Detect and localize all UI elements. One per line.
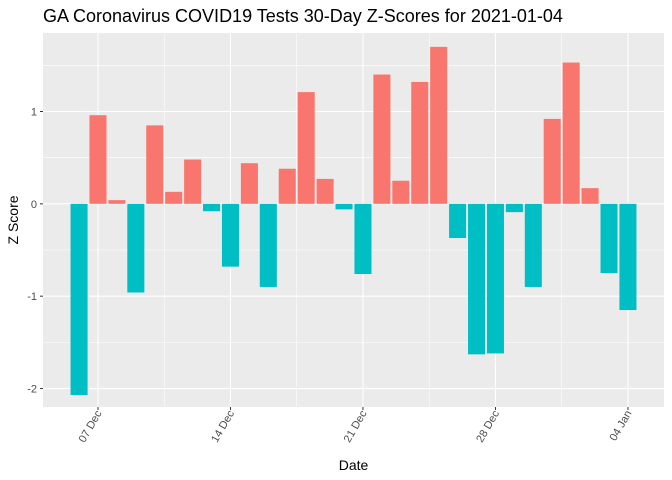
bar-2020-12-12 (184, 159, 202, 204)
y-tick-label: -1 (27, 291, 37, 303)
x-tick-label: 04 Jan (608, 409, 635, 444)
bar-2021-01-02 (581, 188, 599, 204)
x-axis-title: Date (339, 457, 369, 473)
bar-2020-12-20 (335, 203, 353, 210)
bar-2020-12-30 (524, 203, 542, 287)
bar-2021-01-04 (619, 203, 637, 311)
bar-2020-12-14 (221, 203, 239, 267)
bar-2020-12-16 (259, 203, 277, 287)
x-axis: 07 Dec 14 Dec 21 Dec 28 Dec 04 Jan (77, 407, 635, 445)
x-tick-label: 21 Dec (342, 408, 370, 445)
bar-2020-12-13 (203, 203, 221, 212)
x-tick-label: 07 Dec (77, 408, 105, 445)
y-tick-label: 0 (31, 199, 37, 211)
bar-2020-12-19 (316, 178, 334, 204)
bar-2020-12-15 (240, 163, 258, 204)
y-axis: -2 -1 0 1 (27, 106, 43, 396)
bar-2020-12-17 (278, 168, 296, 204)
y-tick-label: -2 (27, 384, 37, 396)
bar-2020-12-07 (89, 115, 107, 204)
minor-gridlines (43, 33, 664, 407)
y-axis-title: Z Score (5, 195, 21, 244)
bar-2020-12-08 (108, 200, 126, 204)
bar-2020-12-26 (449, 203, 467, 239)
bar-2020-12-31 (543, 118, 561, 204)
y-tick-label: 1 (31, 106, 37, 118)
bar-2020-12-21 (354, 203, 372, 275)
bar-2020-12-11 (165, 191, 183, 204)
x-tick-label: 14 Dec (209, 408, 237, 445)
bar-2020-12-18 (297, 92, 315, 204)
x-tick-label: 28 Dec (474, 408, 502, 445)
chart-title: GA Coronavirus COVID19 Tests 30-Day Z-Sc… (43, 6, 563, 26)
bar-2021-01-03 (600, 203, 618, 274)
bar-2020-12-10 (146, 125, 164, 204)
bar-2020-12-22 (373, 74, 391, 204)
bar-2020-12-27 (468, 203, 486, 355)
bar-2020-12-25 (430, 46, 448, 204)
bar-2020-12-28 (486, 203, 504, 354)
plot-panel (43, 33, 664, 407)
bar-2021-01-01 (562, 62, 580, 204)
bar-2020-12-06 (70, 203, 88, 395)
bar-2020-12-29 (505, 203, 523, 213)
bar-2020-12-09 (127, 203, 145, 293)
bars (70, 46, 637, 395)
bar-2020-12-23 (392, 180, 410, 204)
bar-2020-12-24 (411, 81, 429, 204)
